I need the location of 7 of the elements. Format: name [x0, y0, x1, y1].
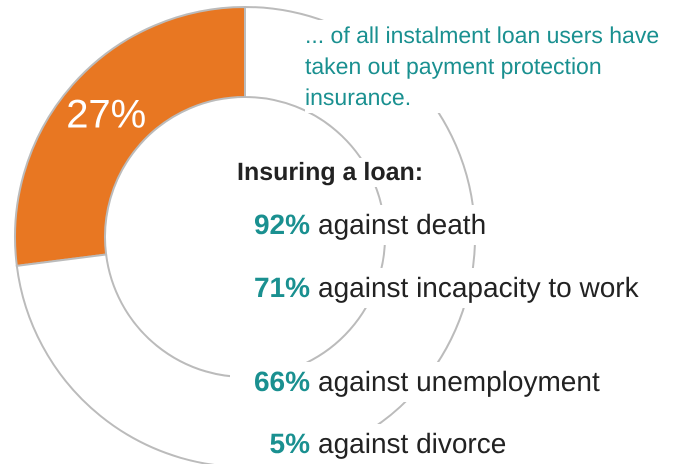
data-label: 27%: [66, 92, 146, 137]
text: ... of all instalment loan users have taken out payment protection insurance.: [305, 20, 690, 113]
text: 71% against incapacity to work: [252, 271, 640, 305]
text: 5% against divorce: [268, 427, 508, 461]
text: 92% against death: [252, 208, 488, 242]
text: 66% against unemployment: [252, 365, 601, 399]
text: Insuring a loan:: [237, 158, 424, 187]
